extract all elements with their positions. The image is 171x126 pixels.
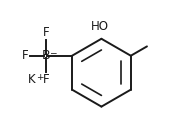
Text: F: F: [22, 49, 29, 62]
Text: HO: HO: [91, 20, 109, 33]
Text: B: B: [41, 49, 50, 62]
Text: F: F: [42, 73, 49, 86]
Text: +: +: [36, 73, 43, 82]
Text: −: −: [49, 48, 56, 57]
Text: K: K: [28, 73, 36, 86]
Text: F: F: [42, 26, 49, 39]
